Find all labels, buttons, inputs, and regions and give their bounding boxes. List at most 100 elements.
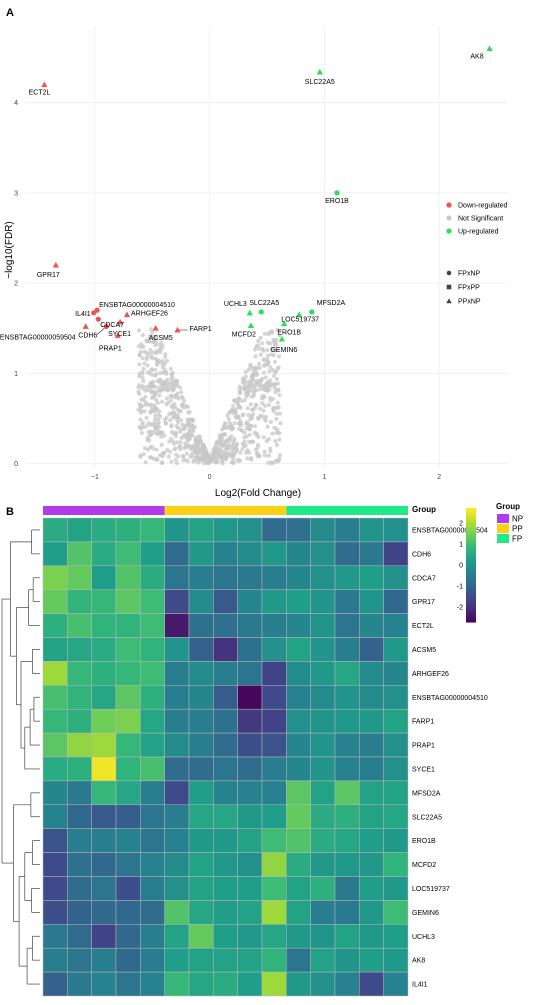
volcano-ns-point <box>140 420 145 425</box>
heatmap-cell <box>383 852 409 877</box>
color-scale-step <box>466 525 476 529</box>
volcano-point-label: CDCA7 <box>100 322 124 329</box>
volcano-ns-point <box>145 370 150 375</box>
volcano-ns-point <box>160 460 165 465</box>
heatmap-cell <box>237 828 263 853</box>
heatmap-cell <box>261 637 287 662</box>
heatmap-cell <box>67 804 92 829</box>
volcano-ns-point <box>153 367 158 372</box>
heatmap-cell <box>213 708 238 734</box>
heatmap-cell <box>91 661 117 686</box>
volcano-ns-point <box>266 460 271 465</box>
heatmap-cell <box>140 852 165 877</box>
volcano-legend-label: FPxPP <box>458 285 480 292</box>
heatmap-cell <box>42 804 68 829</box>
volcano-axes: −1 0 1 2 0 1 2 3 4 <box>14 100 441 481</box>
volcano-ns-point <box>185 404 190 409</box>
heatmap-cell <box>188 804 214 829</box>
heatmap-cell <box>42 947 68 973</box>
heatmap-cell <box>383 613 409 638</box>
volcano-ns-point <box>176 420 181 425</box>
heatmap-cell <box>213 828 238 853</box>
color-scale-step <box>466 565 476 569</box>
heatmap-cell <box>67 685 92 710</box>
heatmap-cell <box>359 613 384 638</box>
volcano-ns-point <box>153 351 158 356</box>
volcano-ns-point <box>177 444 182 450</box>
volcano-ns-point <box>136 407 141 412</box>
heatmap-cell <box>42 589 68 614</box>
heatmap-cell <box>237 947 263 973</box>
heatmap-cell <box>237 900 263 925</box>
volcano-ns-point <box>145 363 150 368</box>
volcano-ns-point <box>194 444 199 449</box>
volcano-ns-point <box>175 440 180 445</box>
heatmap-cell <box>115 661 141 686</box>
heatmap-cell <box>334 876 360 901</box>
volcano-ns-point <box>273 348 278 353</box>
volcano-point-label: ACSM5 <box>149 335 173 342</box>
heatmap-legend-label: FP <box>512 535 522 544</box>
volcano-ns-point <box>221 439 226 444</box>
heatmap-cell <box>237 732 263 758</box>
heatmap-cell <box>334 708 360 734</box>
volcano-ns-point <box>138 453 143 458</box>
volcano-ns-point <box>179 418 184 423</box>
volcano-point <box>103 323 109 329</box>
heatmap-row-label: PRAP1 <box>412 743 435 750</box>
volcano-ns-point <box>172 447 177 452</box>
heatmap-cell <box>213 804 238 829</box>
color-scale-step <box>466 530 476 535</box>
volcano-legend-label: Up-regulated <box>458 229 499 236</box>
volcano-ns-point <box>265 340 270 345</box>
heatmap-cell <box>334 756 360 782</box>
volcano-ns-point <box>163 421 168 426</box>
volcano-ns-point <box>162 450 167 455</box>
volcano-ns-point <box>270 347 275 352</box>
volcano-ns-point <box>242 435 247 440</box>
volcano-ns-point <box>156 420 161 425</box>
heatmap-cell <box>140 947 165 973</box>
volcano-ns-point <box>163 354 168 359</box>
volcano-ns-point <box>273 458 278 463</box>
volcano-ns-point <box>261 370 266 375</box>
volcano-ns-point <box>148 382 153 387</box>
heatmap-cell <box>334 971 360 997</box>
volcano-points <box>41 45 493 342</box>
heatmap-cell <box>213 947 238 973</box>
heatmap-cell <box>359 517 384 543</box>
volcano-ns-point <box>268 365 273 370</box>
heatmap-row-label: ENSBTAG00000059504 <box>412 527 488 534</box>
volcano-ns-point <box>220 456 225 461</box>
heatmap-cell <box>42 828 68 853</box>
volcano-ns-point <box>203 453 208 458</box>
volcano-ns-point <box>148 403 153 408</box>
volcano-ns-point <box>148 410 153 415</box>
volcano-ns-point <box>235 414 241 419</box>
volcano-ns-point <box>182 427 187 432</box>
volcano-ns-point <box>176 454 181 459</box>
heatmap-cell <box>91 804 117 829</box>
volcano-ns-point <box>262 403 267 408</box>
volcano-ns-point <box>181 398 187 404</box>
heatmap-cell <box>383 708 409 734</box>
heatmap-cell <box>140 685 165 710</box>
volcano-ns-point <box>144 350 149 356</box>
volcano-point-label: UCHL3 <box>224 301 247 308</box>
heatmap-cell <box>359 637 384 662</box>
color-scale-step <box>466 584 476 589</box>
heatmap-row-label: SYCE1 <box>412 766 435 773</box>
volcano-ns-point <box>169 372 174 377</box>
heatmap-cell <box>140 876 165 901</box>
volcano-point-label: PRAP1 <box>99 345 122 352</box>
heatmap-cell <box>42 613 68 638</box>
volcano-legend-label: PPxNP <box>458 299 481 306</box>
volcano-ns-point <box>246 367 252 372</box>
volcano-point <box>95 316 101 322</box>
heatmap-cell <box>383 971 409 997</box>
heatmap-cell <box>383 517 409 543</box>
volcano-ns-point <box>276 354 282 359</box>
heatmap-cell <box>188 732 214 758</box>
volcano-ns-point <box>228 423 233 428</box>
volcano-ns-point <box>247 432 252 437</box>
